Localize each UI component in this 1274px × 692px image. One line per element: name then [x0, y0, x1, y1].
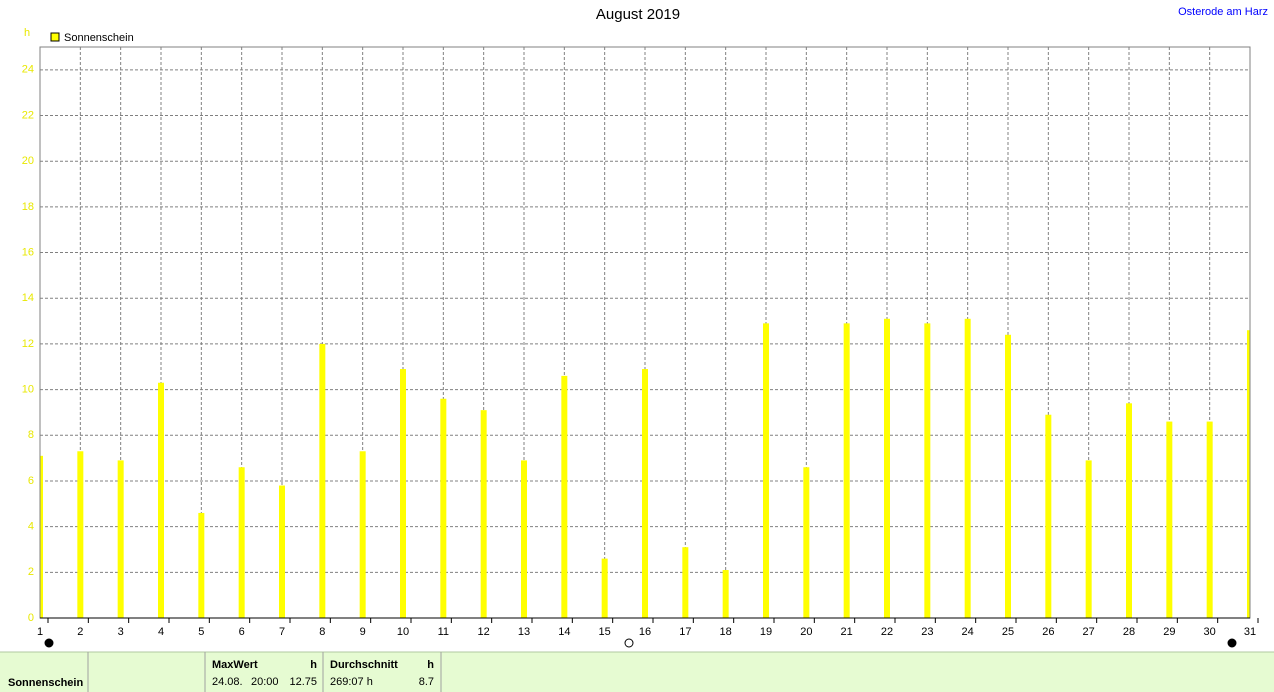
avg-total: 269:07 h [330, 676, 373, 688]
summary-background [0, 652, 1274, 692]
x-tick-label: 8 [319, 626, 325, 638]
scroll-marker [44, 638, 54, 648]
x-tick-label: 2 [77, 626, 83, 638]
row-label: Sonnenschein [8, 677, 83, 689]
bar [642, 369, 648, 618]
x-tick-label: 23 [921, 626, 933, 638]
bar [843, 323, 850, 618]
x-tick-label: 3 [118, 626, 124, 638]
x-tick-label: 1 [37, 626, 43, 638]
bar [521, 460, 527, 618]
y-tick-label: 6 [28, 475, 34, 487]
avg-label: Durchschnitt [330, 659, 398, 671]
bar [601, 558, 608, 618]
x-tick-label: 12 [478, 626, 490, 638]
x-tick-label: 15 [599, 626, 611, 638]
x-tick-label: 28 [1123, 626, 1135, 638]
x-tick-label: 27 [1083, 626, 1095, 638]
bar [1005, 334, 1011, 618]
bar [1247, 330, 1250, 618]
x-tick-label: 25 [1002, 626, 1014, 638]
bar [77, 451, 84, 618]
bar [400, 369, 406, 618]
y-tick-label: 20 [22, 155, 34, 167]
x-tick-label: 30 [1204, 626, 1216, 638]
bar [158, 382, 164, 618]
x-tick-label: 6 [239, 626, 245, 638]
bar [722, 570, 729, 618]
max-unit: h [310, 659, 317, 671]
avg-unit: h [427, 659, 434, 671]
x-tick-label: 13 [518, 626, 530, 638]
bar [1045, 414, 1052, 618]
x-tick-label: 31 [1244, 626, 1256, 638]
bar [480, 410, 487, 618]
max-date: 24.08. [212, 676, 243, 688]
x-tick-label: 5 [198, 626, 204, 638]
x-tick-label: 29 [1163, 626, 1175, 638]
x-tick-label: 17 [679, 626, 691, 638]
legend-label: Sonnenschein [64, 32, 134, 44]
bar [198, 512, 205, 618]
x-tick-label: 20 [800, 626, 812, 638]
y-tick-label: 0 [28, 612, 34, 624]
y-tick-label: 14 [22, 292, 34, 304]
chart-title: August 2019 [596, 6, 680, 23]
summary-table: Sonnenschein MaxWert h 24.08. 20:00 12.7… [0, 651, 1274, 692]
bar [319, 343, 326, 618]
max-label: MaxWert [212, 659, 258, 671]
bar [561, 375, 568, 618]
location: Osterode am Harz [1178, 6, 1268, 18]
y-tick-label: 8 [28, 429, 34, 441]
scroll-marker [624, 638, 634, 648]
bar [884, 318, 890, 618]
x-tick-label: 19 [760, 626, 772, 638]
bar [924, 323, 931, 618]
bar [279, 485, 285, 618]
bar [763, 323, 769, 618]
x-tick-label: 10 [397, 626, 409, 638]
x-tick-label: 11 [438, 626, 449, 638]
bar [1206, 421, 1213, 618]
avg-value: 8.7 [419, 676, 434, 688]
x-tick-label: 18 [720, 626, 732, 638]
bar [238, 467, 245, 618]
x-tick-label: 4 [158, 626, 164, 638]
bar [964, 318, 971, 618]
y-tick-label: 10 [22, 384, 34, 396]
x-tick-label: 9 [360, 626, 366, 638]
x-tick-label: 24 [962, 626, 974, 638]
y-tick-label: 4 [28, 521, 34, 533]
x-tick-label: 26 [1042, 626, 1054, 638]
y-tick-label: 22 [22, 109, 34, 121]
legend-swatch [50, 32, 60, 42]
x-tick-label: 16 [639, 626, 651, 638]
y-tick-label: 2 [28, 566, 34, 578]
x-tick-label: 22 [881, 626, 893, 638]
bar [440, 398, 447, 618]
bar [359, 451, 366, 618]
y-tick-label: 18 [22, 201, 34, 213]
max-value: 12.75 [289, 676, 317, 688]
bar [117, 460, 124, 618]
y-tick-label: 16 [22, 246, 34, 258]
x-tick-label: 21 [841, 626, 853, 638]
y-tick-label: 24 [22, 64, 34, 76]
x-tick-label: 14 [558, 626, 570, 638]
bar [1126, 403, 1132, 618]
x-tick-label: 7 [279, 626, 285, 638]
bar [40, 455, 43, 618]
bar [682, 547, 689, 618]
scroll-marker [1227, 638, 1237, 648]
y-tick-label: 12 [22, 338, 34, 350]
bar [1085, 460, 1092, 618]
y-axis-unit: h [24, 27, 30, 39]
max-time: 20:00 [251, 676, 279, 688]
bar [803, 467, 810, 618]
bar [1166, 421, 1173, 618]
